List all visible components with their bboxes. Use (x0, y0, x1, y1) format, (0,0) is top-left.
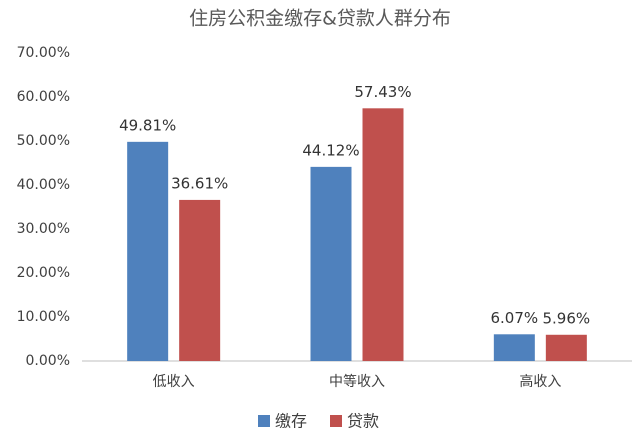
y-tick-label: 0.00% (26, 353, 70, 369)
chart-title: 住房公积金缴存&贷款人群分布 (189, 8, 451, 30)
value-label: 6.07% (491, 309, 539, 327)
y-tick-label: 50.00% (17, 133, 70, 149)
bar (310, 166, 352, 361)
y-tick-label: 20.00% (17, 265, 70, 281)
bar (179, 199, 221, 361)
x-tick-label: 低收入 (153, 374, 195, 390)
legend-label: 缴存 (275, 412, 307, 431)
bar (127, 141, 169, 361)
bar (493, 334, 535, 361)
value-label: 57.43% (354, 83, 411, 101)
bar (362, 108, 404, 361)
bar (545, 334, 587, 361)
x-tick-label: 中等收入 (329, 373, 385, 390)
y-tick-label: 30.00% (17, 221, 70, 237)
y-tick-label: 10.00% (17, 309, 70, 325)
legend-label: 贷款 (347, 412, 379, 431)
y-tick-label: 70.00% (17, 45, 70, 61)
legend-swatch (330, 415, 342, 427)
x-tick-label: 高收入 (519, 373, 561, 390)
value-label: 49.81% (119, 116, 176, 134)
legend-swatch (258, 415, 270, 427)
value-label: 5.96% (543, 309, 591, 327)
y-tick-label: 60.00% (17, 89, 70, 105)
value-label: 36.61% (171, 174, 228, 192)
y-tick-label: 40.00% (17, 177, 70, 193)
value-label: 44.12% (302, 141, 359, 159)
